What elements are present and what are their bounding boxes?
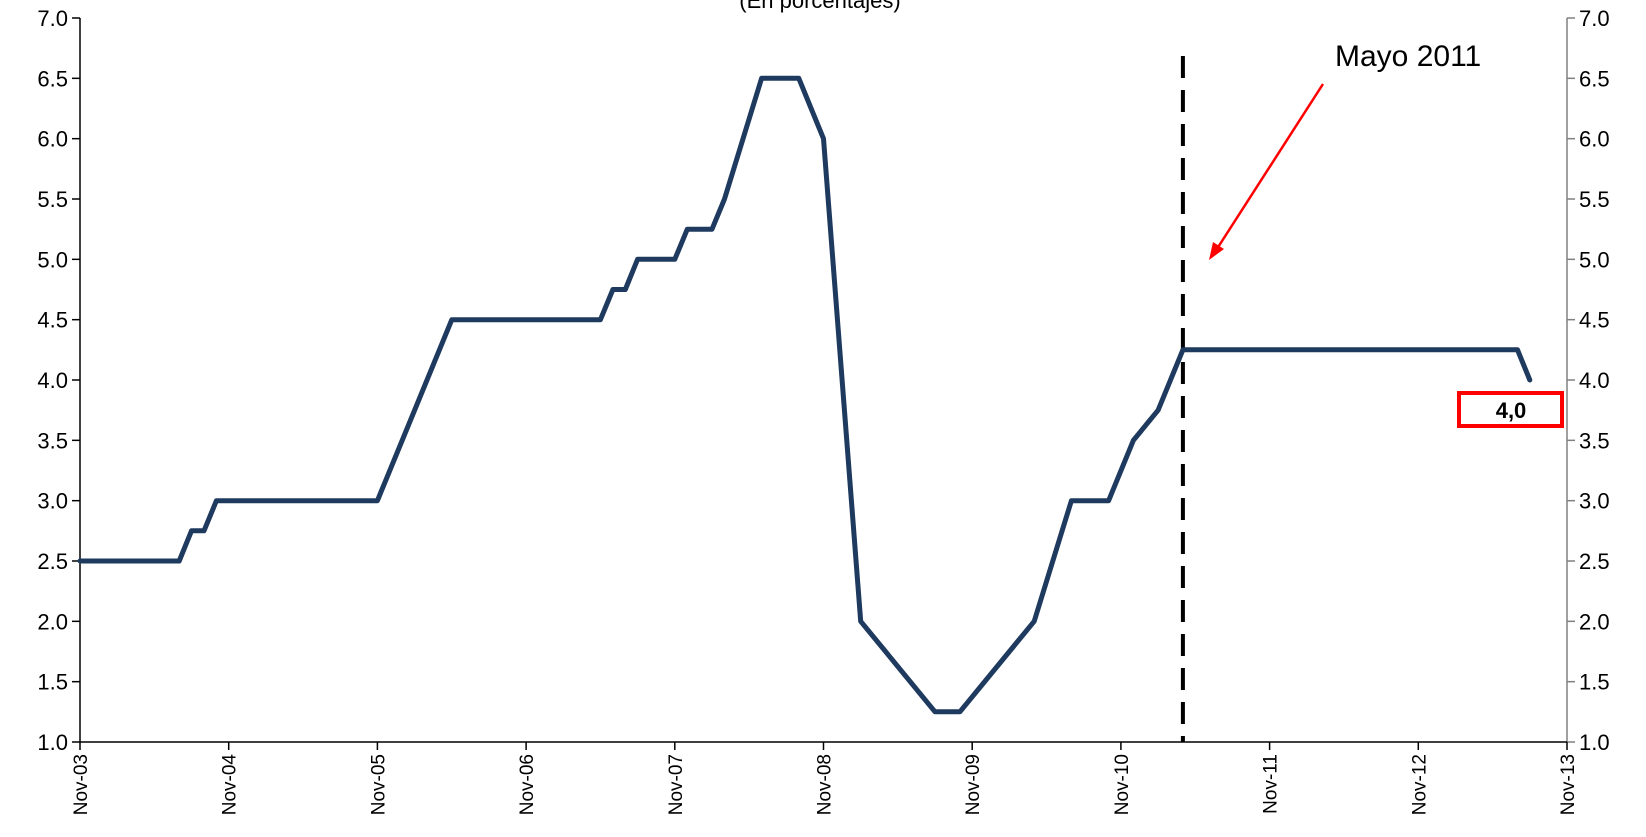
x-tick-label: Nov-03 <box>71 754 92 815</box>
event-arrowhead <box>1209 242 1224 260</box>
left-y-ticks: 1.0 1.5 2.0 2.5 3.0 3.5 4.0 4.5 5.0 5.5 6.0 6.5 7.0 <box>37 6 80 755</box>
left-y-tick-label: 6.0 <box>37 127 68 152</box>
right-y-tick-label: 1.0 <box>1579 730 1610 755</box>
x-tick-label: Nov-09 <box>963 754 984 815</box>
x-tick-label: Nov-07 <box>666 754 687 815</box>
last-value-rect <box>1457 391 1564 428</box>
last-value-label: 4,0 <box>1496 398 1527 423</box>
right-y-tick-label: 7.0 <box>1579 6 1610 31</box>
x-tick-label: Nov-13 <box>1558 754 1579 815</box>
left-y-tick-label: 4.5 <box>37 308 68 333</box>
right-y-tick-label: 5.5 <box>1579 187 1610 212</box>
policy-rate-line <box>77 75 1533 715</box>
left-y-tick-label: 2.0 <box>37 609 68 634</box>
axes <box>79 18 1568 743</box>
right-y-tick-label: 6.0 <box>1579 127 1610 152</box>
left-y-tick-label: 1.0 <box>37 730 68 755</box>
right-y-tick-label: 1.5 <box>1579 670 1610 695</box>
event-label: Mayo 2011 <box>1335 40 1481 73</box>
x-tick-label: Nov-12 <box>1409 754 1430 815</box>
left-y-tick-label: 1.5 <box>37 670 68 695</box>
right-y-tick-label: 2.0 <box>1579 609 1610 634</box>
x-tick-label: Nov-10 <box>1112 754 1133 815</box>
right-y-tick-label: 2.5 <box>1579 549 1610 574</box>
chart-title: (En porcentajes) <box>739 0 900 13</box>
x-tick-label: Nov-11 <box>1261 754 1282 814</box>
left-y-tick-label: 3.5 <box>37 428 68 453</box>
x-tick-label: Nov-04 <box>220 754 241 816</box>
left-y-tick-label: 4.0 <box>37 368 68 393</box>
left-y-tick-label: 2.5 <box>37 549 68 574</box>
right-y-tick-label: 3.0 <box>1579 489 1610 514</box>
event-annotation: Mayo 2011 <box>1209 40 1481 260</box>
left-y-tick-label: 5.5 <box>37 187 68 212</box>
left-y-tick-label: 3.0 <box>37 489 68 514</box>
right-y-tick-label: 3.5 <box>1579 428 1610 453</box>
x-tick-label: Nov-06 <box>517 754 538 815</box>
left-y-tick-label: 5.0 <box>37 247 68 272</box>
event-arrow <box>1211 83 1325 256</box>
right-y-tick-label: 6.5 <box>1579 66 1610 91</box>
x-ticks: Nov-03 Nov-04 Nov-05 Nov-06 Nov-07 Nov-08 Nov-… <box>71 742 1579 815</box>
left-y-tick-label: 6.5 <box>37 66 68 91</box>
x-tick-label: Nov-05 <box>368 754 389 815</box>
left-y-tick-label: 7.0 <box>37 6 68 31</box>
right-y-tick-label: 4.0 <box>1579 368 1610 393</box>
right-y-tick-label: 5.0 <box>1579 247 1610 272</box>
last-value-box: 4,0 <box>1457 391 1564 428</box>
right-y-ticks: 1.0 1.5 2.0 2.5 3.0 3.5 4.0 4.5 5.0 5.5 6.0 6.5 7.0 <box>1567 6 1610 755</box>
x-tick-label: Nov-08 <box>815 754 836 815</box>
right-y-tick-label: 4.5 <box>1579 308 1610 333</box>
